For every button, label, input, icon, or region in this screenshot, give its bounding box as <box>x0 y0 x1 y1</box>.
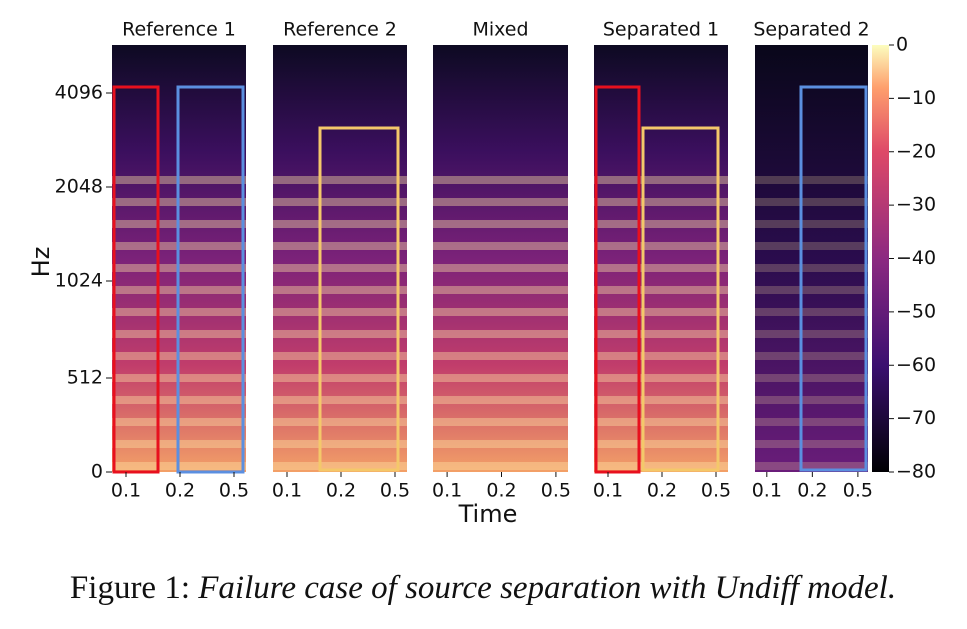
panel-title: Mixed <box>472 19 528 41</box>
colorbar-tick-label: −20 <box>896 140 936 162</box>
spectrogram-harmonics <box>755 165 868 472</box>
highlight-boxes <box>112 85 868 474</box>
y-tick-label: 1024 <box>55 270 103 292</box>
panel-title: Separated 1 <box>603 19 719 41</box>
colorbar-tick-label: −50 <box>896 300 936 322</box>
box-blue <box>799 85 868 472</box>
x-tick-label: 0.2 <box>797 480 827 502</box>
spectrogram-harmonics <box>594 165 728 472</box>
colorbar-tick-label: −70 <box>896 407 936 429</box>
spectrogram-harmonics <box>273 165 407 472</box>
colorbar-tick-label: −30 <box>896 194 936 216</box>
caption-text: Failure case of source separation with U… <box>197 570 896 606</box>
box-red <box>594 85 641 474</box>
x-tick-label: 0.1 <box>593 480 623 502</box>
panel-title: Reference 2 <box>283 19 397 41</box>
box-blue <box>176 85 245 474</box>
y-axis-label: Hz <box>27 247 55 278</box>
x-tick-label: 0.2 <box>165 480 195 502</box>
x-tick-label: 0.5 <box>843 480 873 502</box>
panels <box>112 45 868 472</box>
x-tick-label: 0.1 <box>111 480 141 502</box>
x-tick-label: 0.5 <box>701 480 731 502</box>
x-tick-label: 0.5 <box>541 480 571 502</box>
panel-title: Separated 2 <box>753 19 869 41</box>
box-yellow <box>641 126 720 472</box>
y-tick-label: 0 <box>91 461 103 483</box>
colorbar-tick-label: −40 <box>896 247 936 269</box>
x-tick-label: 0.2 <box>326 480 356 502</box>
caption: Figure 1: Failure case of source separat… <box>70 570 896 606</box>
panel-title: Reference 1 <box>122 19 236 41</box>
caption-label: Figure 1: <box>70 570 190 606</box>
spectrogram-harmonics <box>433 165 568 472</box>
y-tick-label: 2048 <box>55 176 103 198</box>
colorbar-tick-label: −60 <box>896 354 936 376</box>
colorbar-tick-label: 0 <box>896 34 908 56</box>
colorbar <box>872 45 889 472</box>
colorbar-tick-label: −80 <box>896 461 936 483</box>
x-tick-label: 0.1 <box>752 480 782 502</box>
box-yellow <box>318 126 400 472</box>
x-tick-label: 0.1 <box>432 480 462 502</box>
colorbar-tick-label: −10 <box>896 87 936 109</box>
y-tick-label: 4096 <box>55 82 103 104</box>
x-tick-label: 0.2 <box>647 480 677 502</box>
x-tick-label: 0.2 <box>486 480 516 502</box>
x-tick-label: 0.5 <box>380 480 410 502</box>
x-axis-label: Time <box>458 500 518 528</box>
x-tick-label: 0.5 <box>219 480 249 502</box>
box-red <box>112 85 160 474</box>
x-tick-label: 0.1 <box>272 480 302 502</box>
y-tick-label: 512 <box>67 367 103 389</box>
